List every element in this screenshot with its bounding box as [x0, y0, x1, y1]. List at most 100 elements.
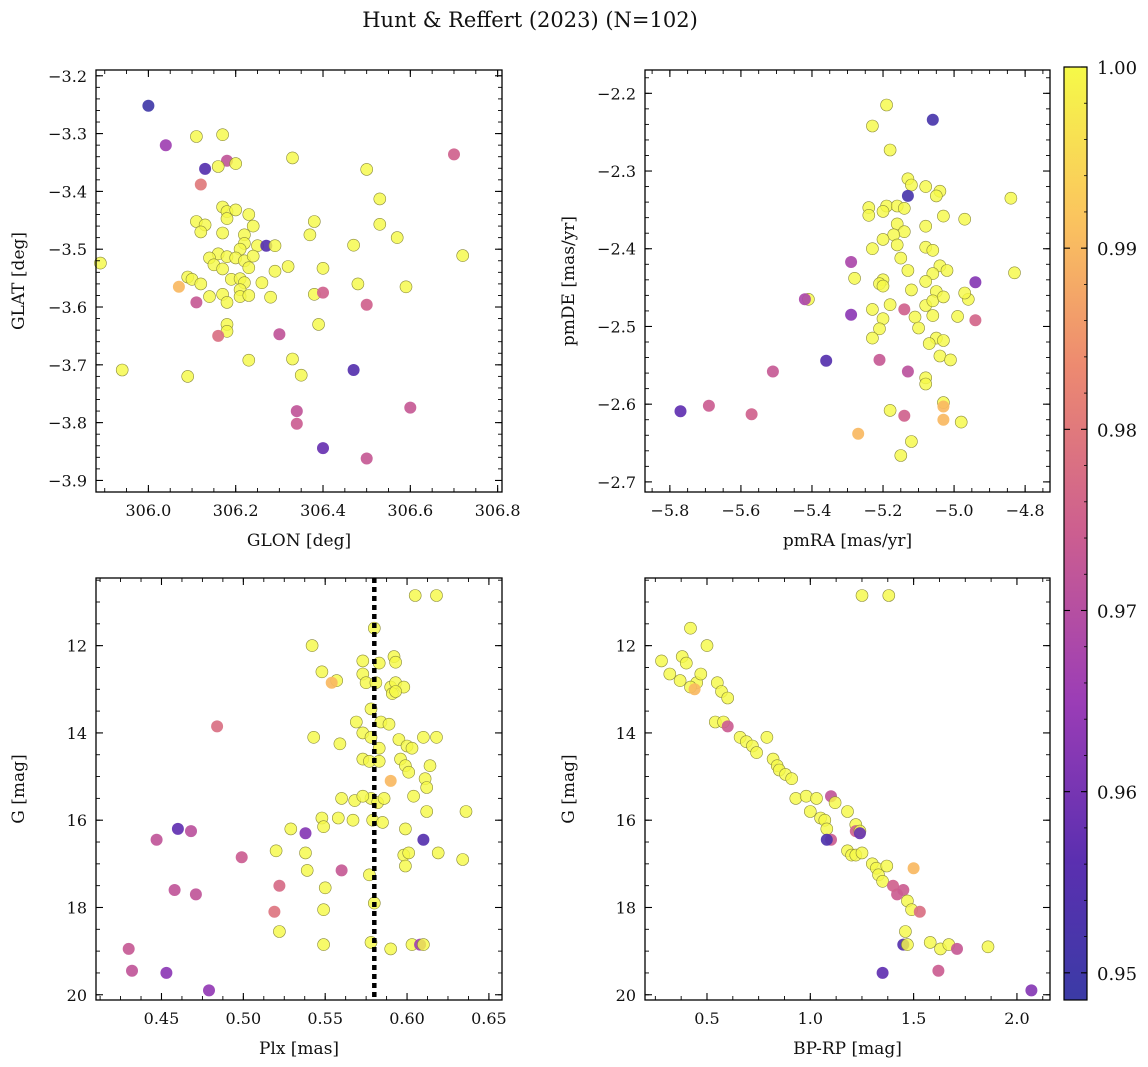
x-tick-label: 0.55 — [307, 1009, 343, 1028]
y-tick-label: 16 — [616, 811, 636, 830]
data-point — [171, 822, 184, 835]
data-point — [216, 128, 229, 141]
data-point — [142, 99, 155, 112]
colorbar-tick-label: 0.95 — [1097, 964, 1137, 985]
x-tick-label: 0.5 — [694, 1009, 719, 1028]
x-tick-label: −5.8 — [650, 501, 689, 520]
y-tick-label: −3.6 — [48, 298, 87, 317]
data-point — [389, 685, 402, 698]
x-tick-label: 306.0 — [125, 501, 171, 520]
data-point — [268, 905, 281, 918]
data-point — [242, 289, 256, 302]
data-point — [799, 789, 813, 803]
data-point — [1004, 191, 1018, 205]
data-point — [246, 219, 260, 233]
y-tick-label: −2.6 — [597, 395, 636, 414]
data-point — [203, 984, 215, 997]
data-point — [284, 822, 298, 836]
data-point — [290, 405, 303, 418]
data-point — [194, 178, 207, 191]
data-point — [940, 264, 954, 277]
data-point — [373, 192, 387, 206]
axes-frame — [644, 69, 1051, 493]
data-point — [937, 290, 950, 304]
data-point — [404, 401, 417, 414]
data-point — [694, 667, 708, 681]
data-point — [876, 205, 890, 218]
data-point — [303, 228, 317, 242]
y-tick-label: 14 — [67, 724, 87, 743]
data-point — [913, 905, 926, 918]
data-point — [160, 966, 173, 979]
data-point — [373, 218, 387, 231]
data-point — [673, 674, 687, 687]
data-point — [273, 879, 286, 892]
data-point — [242, 208, 256, 221]
x-tick-label: 2.0 — [1004, 1009, 1029, 1028]
data-point — [459, 805, 473, 818]
data-point — [890, 238, 904, 252]
data-point — [958, 212, 972, 226]
data-point — [268, 264, 282, 278]
data-point — [883, 298, 897, 312]
data-point — [448, 148, 460, 161]
data-point — [242, 261, 256, 275]
x-tick-label: 0.60 — [389, 1009, 425, 1028]
data-point — [880, 859, 894, 873]
data-point — [347, 238, 360, 252]
data-point — [390, 231, 404, 244]
data-point — [841, 805, 854, 818]
data-point — [420, 781, 434, 794]
data-point — [855, 589, 869, 602]
data-point — [845, 256, 858, 268]
data-point — [663, 667, 677, 681]
data-point — [919, 275, 933, 288]
data-point — [905, 283, 918, 297]
data-point — [954, 415, 968, 429]
colorbar-tick-label: 0.96 — [1097, 783, 1137, 804]
data-point — [688, 683, 701, 696]
axes-frame — [95, 577, 503, 1001]
y-tick-label: −2.5 — [597, 317, 636, 336]
cmd-panel: 0.5 1.0 1.5 2.0 12 14 16 18 20 BP-RP [mag] G [mag] — [559, 577, 1051, 1059]
data-point — [933, 349, 947, 363]
data-point — [316, 261, 330, 275]
data-point — [317, 820, 330, 834]
data-point — [721, 720, 734, 733]
data-point — [347, 364, 360, 376]
data-point — [926, 244, 940, 257]
data-point — [700, 639, 714, 652]
data-point — [168, 884, 181, 896]
data-point — [951, 942, 963, 955]
data-point — [430, 589, 443, 602]
data-point — [356, 789, 370, 803]
y-tick-label: −3.7 — [48, 356, 87, 375]
data-point — [766, 365, 779, 378]
data-point — [317, 442, 329, 455]
data-point — [908, 310, 922, 324]
y-tick-label: −2.3 — [597, 162, 636, 181]
data-point — [866, 303, 879, 316]
data-point — [674, 405, 687, 418]
x-tick-label: 0.45 — [144, 1009, 180, 1028]
data-point — [932, 964, 945, 977]
data-point — [273, 328, 286, 341]
y-axis-label: G [mag] — [9, 754, 29, 823]
data-point — [798, 293, 811, 306]
data-point — [286, 352, 299, 366]
data-point — [212, 329, 225, 342]
x-tick-label: 1.5 — [901, 1009, 926, 1028]
data-point — [399, 822, 412, 836]
data-point — [919, 219, 933, 233]
data-point — [203, 290, 216, 303]
y-tick-label: −3.2 — [48, 67, 87, 86]
data-point — [845, 308, 858, 321]
data-point — [919, 180, 933, 193]
colorbar-tick-label: 0.98 — [1097, 420, 1137, 441]
data-point — [216, 262, 229, 276]
data-point — [417, 730, 430, 744]
data-point — [926, 267, 940, 280]
data-point — [898, 409, 911, 422]
x-tick-label: −5.0 — [935, 501, 974, 520]
data-point — [349, 715, 363, 729]
